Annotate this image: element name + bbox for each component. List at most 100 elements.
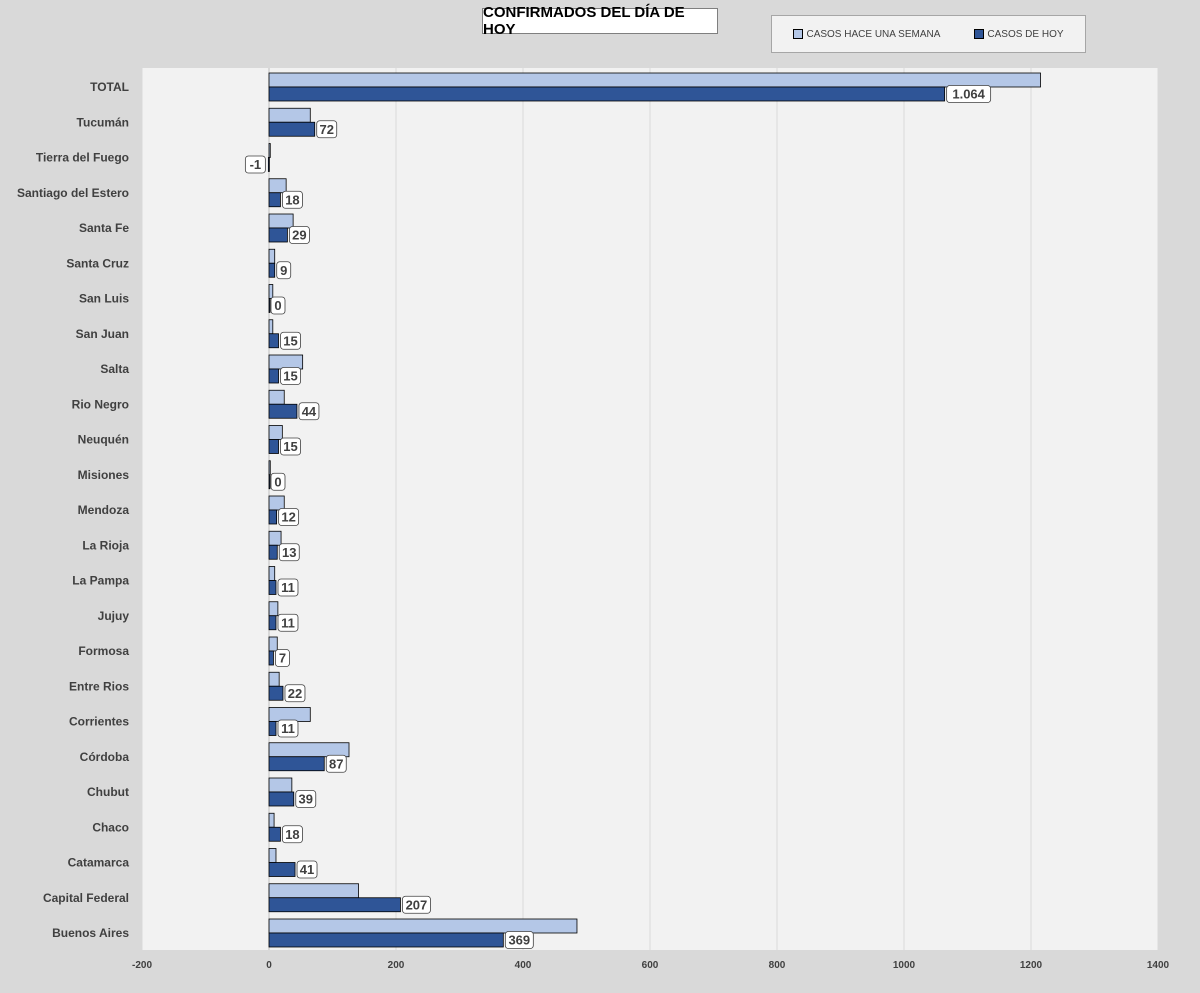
x-tick-label: 1000: [893, 960, 916, 971]
legend: CASOS HACE UNA SEMANA CASOS DE HOY: [771, 15, 1086, 53]
data-label-box: [244, 155, 266, 174]
data-label-box: [289, 226, 310, 244]
data-label: 18: [285, 192, 299, 207]
category-label: San Juan: [76, 327, 129, 341]
data-label-box: [275, 649, 290, 667]
data-label-box: [284, 684, 306, 703]
legend-label-week-ago: CASOS HACE UNA SEMANA: [806, 28, 941, 40]
bar-week-ago: [268, 636, 278, 652]
data-label: 7: [279, 651, 286, 666]
bar-week-ago: [268, 72, 1041, 88]
category-label: La Rioja: [82, 538, 129, 552]
x-tick-label: 400: [515, 960, 532, 971]
bar-week-ago: [268, 319, 274, 335]
data-label-box: [277, 719, 299, 738]
data-label-box: [280, 367, 301, 385]
bar-today: [268, 897, 401, 913]
legend-swatch-week-ago: [793, 29, 804, 39]
data-label: 15: [283, 369, 297, 384]
category-label: Rio Negro: [72, 397, 129, 411]
data-label-box: [282, 825, 303, 844]
bar-week-ago: [268, 812, 275, 828]
category-label: Buenos Aires: [52, 926, 129, 940]
data-label-box: [270, 296, 286, 315]
data-label-box: [316, 120, 338, 139]
bar-week-ago: [268, 495, 285, 511]
data-label: 12: [281, 510, 295, 525]
category-label: Santa Cruz: [66, 256, 129, 270]
data-label-box: [298, 402, 320, 421]
bar-week-ago: [268, 883, 359, 899]
bar-week-ago: [268, 777, 293, 793]
chart-title: CONFIRMADOS DEL DÍA DE HOY: [482, 4, 718, 38]
x-tick-label: 800: [769, 960, 786, 971]
bar-today: [268, 685, 284, 701]
bar-today: [268, 192, 281, 208]
bar-today: [268, 580, 277, 595]
bar-week-ago: [268, 460, 271, 476]
bar-today: [268, 439, 279, 454]
bar-today: [268, 826, 281, 842]
data-label: 11: [281, 580, 295, 595]
bar-week-ago: [268, 566, 276, 581]
category-label: Capital Federal: [43, 891, 129, 905]
bar-today: [268, 932, 504, 948]
bar-today: [268, 615, 277, 631]
data-label-box: [946, 85, 992, 103]
bar-week-ago: [268, 107, 311, 123]
bar-today: [268, 227, 288, 243]
data-label: 87: [329, 756, 343, 771]
data-label: 9: [280, 263, 287, 278]
bar-week-ago: [268, 707, 311, 722]
data-label: 39: [299, 792, 313, 807]
x-tick-label: 0: [266, 960, 272, 971]
data-label: 0: [274, 474, 281, 489]
bar-week-ago: [268, 178, 287, 194]
bar-today: [268, 333, 279, 349]
bar-week-ago: [268, 671, 280, 687]
bar-week-ago: [268, 918, 578, 934]
data-label-box: [280, 331, 301, 350]
bar-today: [268, 862, 296, 877]
bar-today: [268, 791, 295, 807]
bar-week-ago: [268, 848, 277, 863]
bar-week-ago: [268, 284, 274, 299]
category-label: Salta: [100, 362, 129, 376]
bar-week-ago: [268, 354, 304, 370]
data-label: 15: [283, 333, 297, 348]
bar-today: [268, 403, 298, 419]
data-label: 41: [300, 862, 314, 877]
bar-week-ago: [268, 425, 283, 440]
data-label: 22: [288, 686, 302, 701]
data-label-box: [296, 860, 318, 879]
bar-today: [268, 509, 278, 525]
data-label-box: [277, 613, 299, 632]
legend-item-week-ago: CASOS HACE UNA SEMANA: [793, 29, 940, 40]
bar-today: [268, 368, 279, 384]
data-label-box: [295, 790, 317, 808]
bar-week-ago: [268, 389, 285, 405]
data-label: 0: [274, 298, 281, 313]
data-label-box: [504, 931, 534, 949]
x-tick-label: -200: [132, 960, 152, 971]
data-label-box: [325, 754, 347, 773]
category-label: Chaco: [92, 820, 129, 834]
data-label: 1.064: [952, 87, 985, 102]
data-label: 207: [406, 897, 428, 912]
data-label: 11: [281, 615, 295, 630]
bar-week-ago: [268, 530, 282, 546]
bar-today: [268, 650, 274, 666]
data-label-box: [278, 508, 300, 526]
bar-week-ago: [268, 601, 279, 617]
data-label-box: [402, 895, 431, 914]
data-label: 13: [282, 545, 296, 560]
data-label: -1: [250, 157, 262, 172]
data-label: 29: [292, 228, 306, 243]
data-label-box: [270, 472, 286, 491]
category-label: TOTAL: [90, 80, 129, 94]
legend-label-today: CASOS DE HOY: [987, 28, 1064, 40]
category-label: Santa Fe: [79, 221, 129, 235]
category-label: Tucumán: [77, 115, 129, 129]
category-label: Catamarca: [68, 856, 130, 870]
